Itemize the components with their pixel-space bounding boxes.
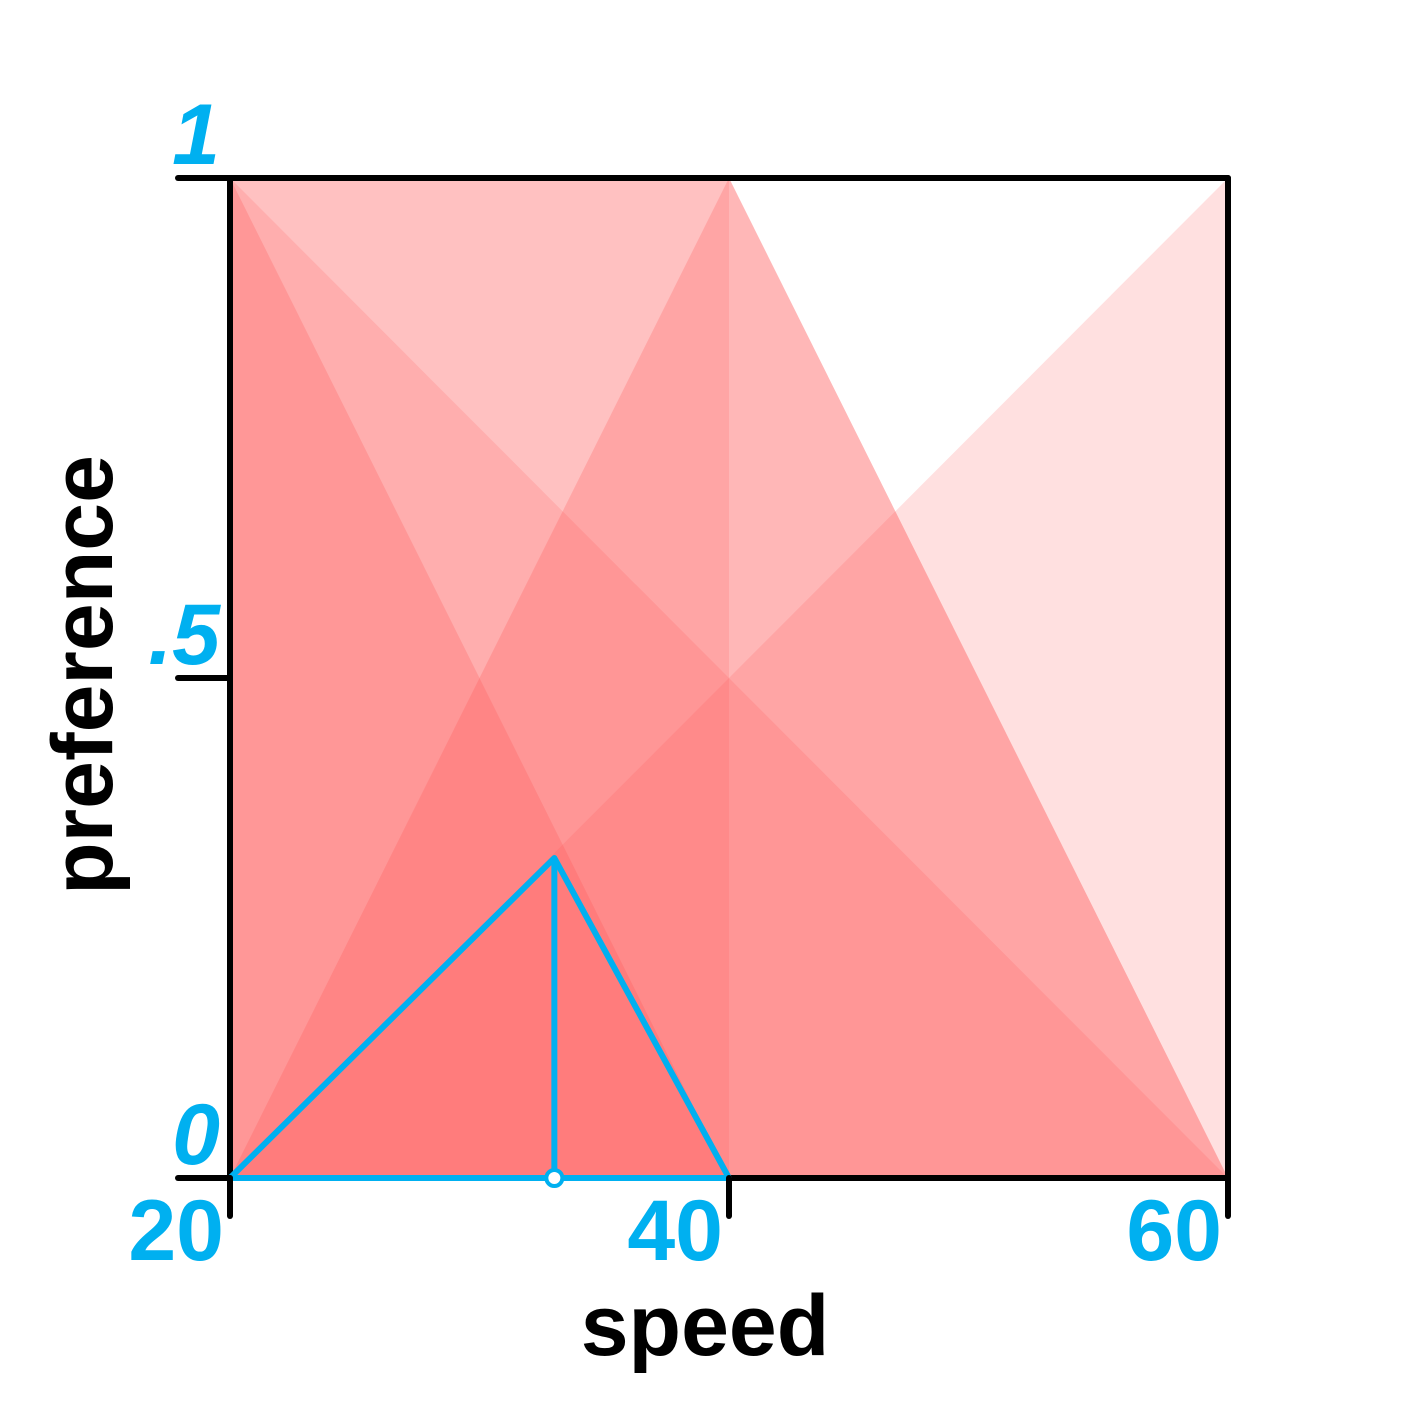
x-tick-label-60: 60 <box>1126 1183 1222 1279</box>
y-tick-label-.5: .5 <box>148 587 221 683</box>
highlight-triangle <box>227 855 732 1188</box>
x-tick-label-20: 20 <box>128 1183 224 1279</box>
area-6 <box>230 178 729 1178</box>
area-5 <box>230 178 729 1178</box>
highlight-outline <box>227 855 732 1181</box>
y-tick-label-0: 0 <box>172 1087 220 1183</box>
highlight-marker <box>544 1168 565 1188</box>
y-axis-title: preference <box>35 455 131 895</box>
x-axis-title: speed <box>581 1278 830 1374</box>
x-tick-label-40: 40 <box>627 1183 723 1279</box>
axis-ticks: 20 40 60 0 .5 1 <box>128 87 1231 1279</box>
y-tick-label-1: 1 <box>172 87 220 183</box>
